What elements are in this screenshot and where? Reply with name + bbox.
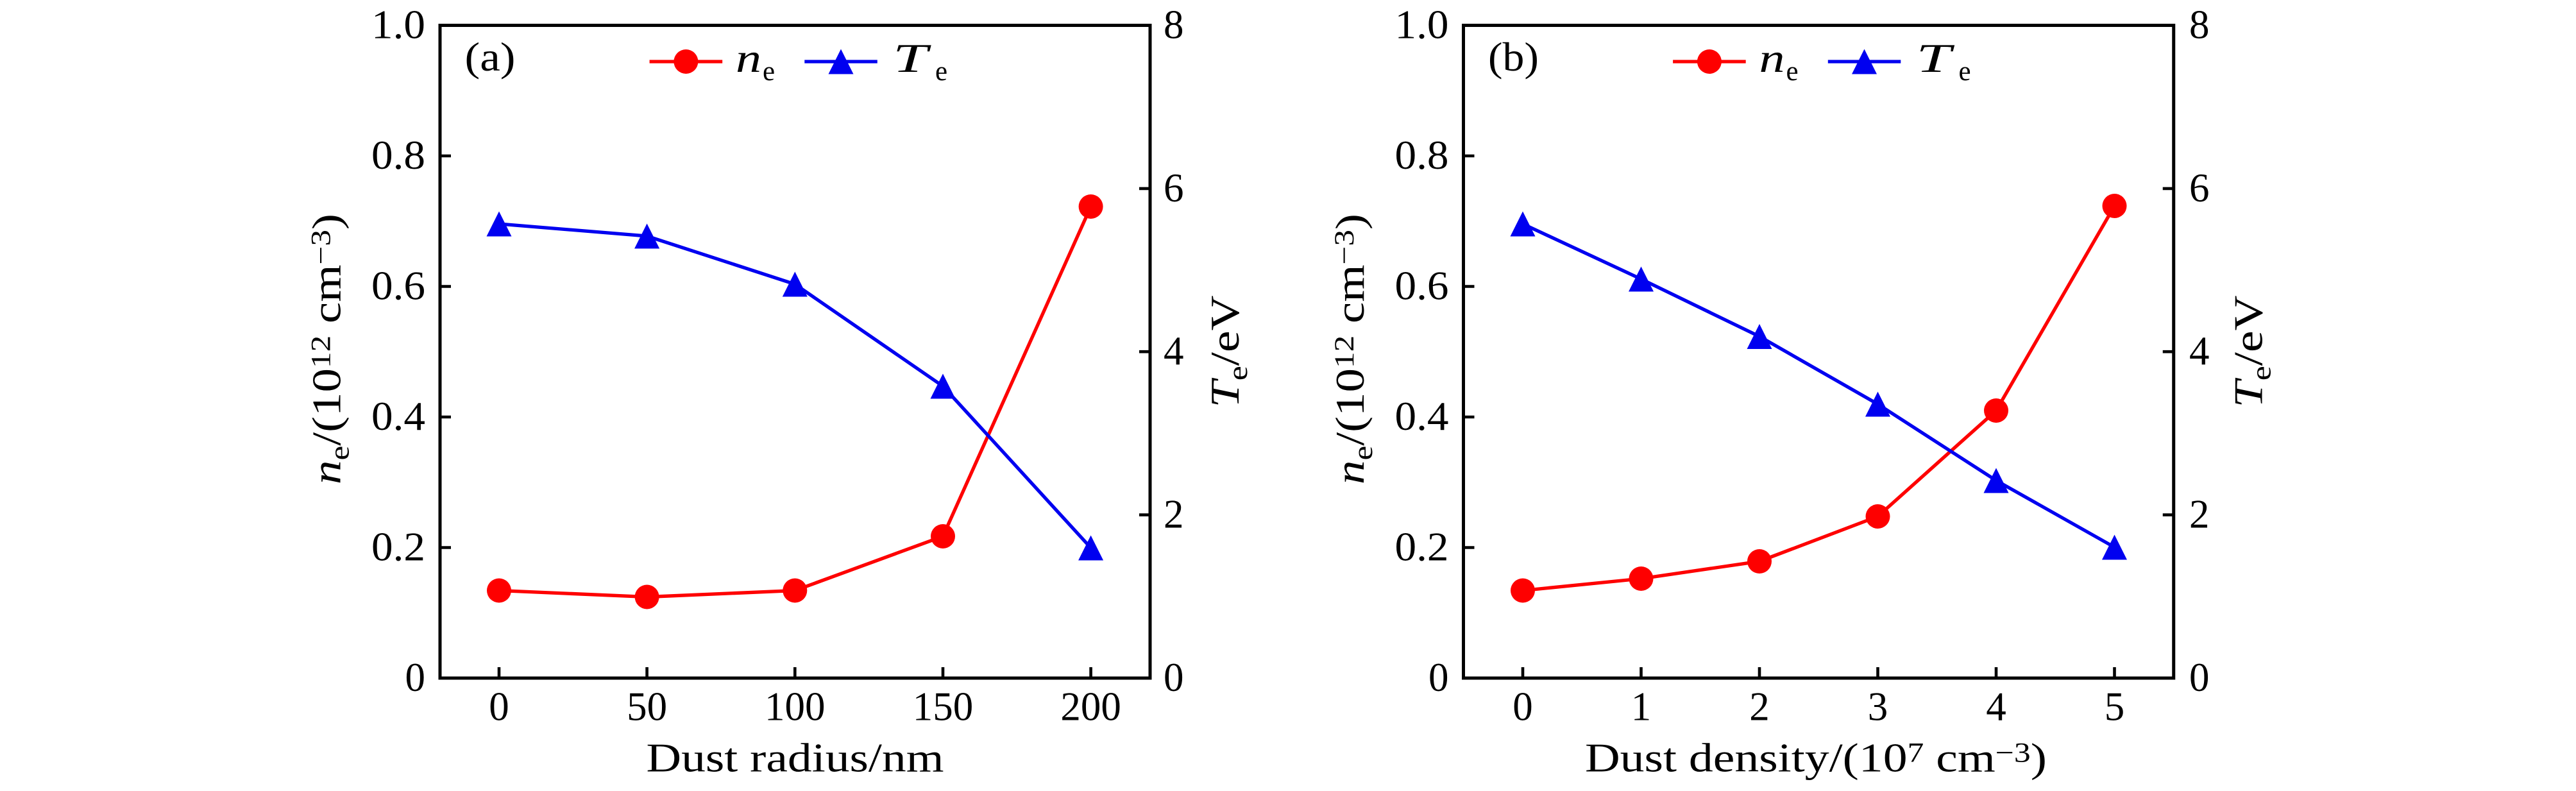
svg-text:0: 0 bbox=[489, 685, 509, 729]
svg-text:1: 1 bbox=[1631, 685, 1652, 729]
svg-text:0.2: 0.2 bbox=[1395, 525, 1449, 570]
svg-text:0: 0 bbox=[1164, 655, 1184, 700]
svg-text:0: 0 bbox=[2189, 655, 2210, 700]
svg-text:2: 2 bbox=[2189, 492, 2210, 537]
svg-text:Dust density/(107 cm−3): Dust density/(10 7 cm −3) bbox=[1585, 736, 2047, 781]
svg-text:0: 0 bbox=[1513, 685, 1533, 729]
svg-text:Te: Te bbox=[1917, 36, 1971, 87]
svg-text:8: 8 bbox=[2189, 3, 2210, 47]
svg-text:ne: ne bbox=[1759, 36, 1799, 87]
svg-text:2: 2 bbox=[1164, 492, 1184, 537]
svg-text:Dust radius/nm: Dust radius/nm bbox=[647, 736, 944, 781]
svg-text:ne: ne bbox=[736, 36, 775, 87]
svg-text:0.6: 0.6 bbox=[1395, 264, 1449, 309]
svg-text:3: 3 bbox=[1868, 685, 1888, 729]
svg-text:4: 4 bbox=[2189, 328, 2210, 373]
svg-text:0.4: 0.4 bbox=[1395, 394, 1449, 439]
svg-text:4: 4 bbox=[1164, 328, 1184, 373]
svg-text:(b): (b) bbox=[1488, 35, 1539, 80]
svg-text:1.0: 1.0 bbox=[1395, 3, 1449, 47]
svg-text:5: 5 bbox=[2105, 685, 2125, 729]
svg-text:100: 100 bbox=[765, 685, 826, 729]
svg-text:8: 8 bbox=[1164, 3, 1184, 47]
svg-text:Te/eV: Te/eV bbox=[1203, 296, 1253, 408]
svg-text:(a): (a) bbox=[465, 35, 516, 80]
svg-text:0: 0 bbox=[405, 655, 426, 700]
svg-text:200: 200 bbox=[1060, 685, 1121, 729]
svg-text:0.2: 0.2 bbox=[371, 525, 425, 570]
svg-text:ne/(1012 cm−3): ne/(1012 cm−3) bbox=[1328, 214, 1378, 484]
svg-text:Te/eV: Te/eV bbox=[2226, 296, 2277, 408]
svg-text:1.0: 1.0 bbox=[371, 3, 425, 47]
svg-text:0.6: 0.6 bbox=[371, 264, 425, 309]
svg-text:150: 150 bbox=[913, 685, 974, 729]
svg-text:6: 6 bbox=[1164, 166, 1184, 210]
svg-text:ne/(1012 cm−3): ne/(1012 cm−3) bbox=[305, 214, 355, 484]
svg-text:50: 50 bbox=[627, 685, 667, 729]
svg-text:0.4: 0.4 bbox=[371, 394, 425, 439]
svg-text:0.8: 0.8 bbox=[371, 133, 425, 178]
svg-text:0.8: 0.8 bbox=[1395, 133, 1449, 178]
svg-text:4: 4 bbox=[1986, 685, 2006, 729]
svg-text:6: 6 bbox=[2189, 166, 2210, 210]
svg-text:2: 2 bbox=[1749, 685, 1770, 729]
svg-text:0: 0 bbox=[1428, 655, 1449, 700]
svg-text:Te: Te bbox=[893, 36, 947, 87]
